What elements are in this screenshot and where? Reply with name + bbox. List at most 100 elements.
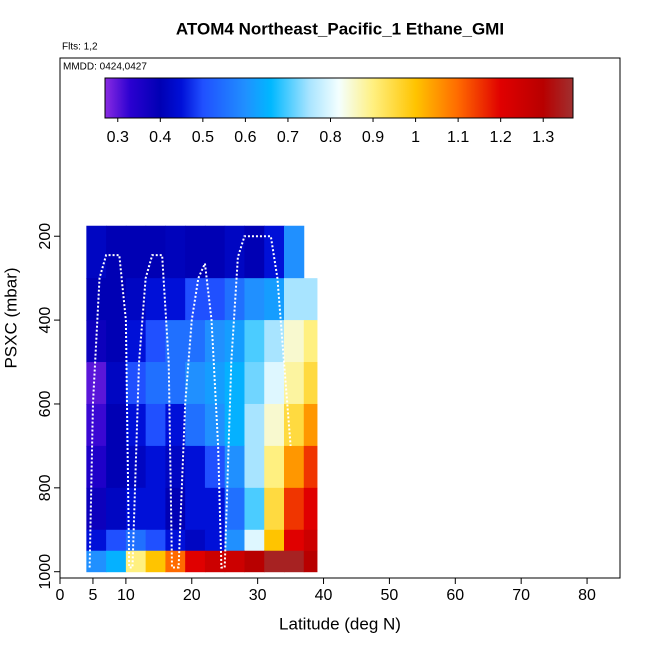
- y-axis-label: PSXC (mbar): [1, 267, 20, 368]
- heat-cell: [204, 487, 226, 531]
- heat-cell: [303, 362, 318, 405]
- heat-cell: [284, 487, 305, 531]
- colorbar-tick-label: 1.1: [447, 129, 469, 146]
- heat-cell: [303, 278, 318, 321]
- colorbar-tick-label: 1.2: [490, 129, 512, 146]
- heat-cell: [284, 403, 305, 447]
- heat-cell: [86, 403, 107, 447]
- colorbar-tick-label: 0.8: [319, 129, 341, 146]
- heat-cell: [125, 278, 147, 321]
- heat-cell: [284, 550, 305, 573]
- heat-cell: [145, 403, 166, 447]
- heat-cell: [165, 529, 186, 552]
- heat-cell: [145, 225, 166, 279]
- heat-cell: [125, 445, 147, 489]
- dates-label: MMDD: 0424,0427: [63, 62, 147, 73]
- heat-cell: [303, 320, 318, 363]
- heat-cell: [204, 225, 226, 279]
- heat-cell: [125, 225, 147, 279]
- heat-cell: [303, 445, 318, 489]
- x-tick-label: 60: [446, 587, 464, 604]
- heat-cell: [204, 445, 226, 489]
- heat-cell: [264, 225, 285, 279]
- heat-cell: [264, 529, 285, 552]
- heat-cell: [244, 278, 265, 321]
- heat-cell: [224, 445, 245, 489]
- heat-cell: [145, 278, 166, 321]
- y-tick-label: 400: [37, 307, 54, 334]
- heat-cell: [125, 362, 147, 405]
- x-tick-label: 70: [512, 587, 530, 604]
- heat-cell: [303, 550, 318, 573]
- heat-cell: [264, 362, 285, 405]
- heat-cell: [204, 529, 226, 552]
- heat-cell: [86, 487, 107, 531]
- heat-cell: [204, 403, 226, 447]
- heat-cell: [284, 225, 305, 279]
- heat-cell: [224, 487, 245, 531]
- heat-cell: [165, 320, 186, 363]
- heat-cell: [165, 362, 186, 405]
- heat-cell: [165, 278, 186, 321]
- heat-cell: [86, 278, 107, 321]
- heat-cell: [284, 529, 305, 552]
- colorbar-tick-label: 1.3: [532, 129, 554, 146]
- heat-cell: [264, 487, 285, 531]
- heat-cell: [204, 550, 226, 573]
- x-tick-label: 0: [56, 587, 65, 604]
- colorbar: [104, 77, 574, 119]
- heat-cell: [204, 278, 226, 321]
- heat-cell: [106, 362, 127, 405]
- heat-cell: [106, 529, 127, 552]
- y-tick-label: 200: [37, 223, 54, 250]
- y-tick-label: 600: [37, 391, 54, 418]
- colorbar-tick-label: 1: [411, 129, 420, 146]
- heat-cell: [185, 362, 206, 405]
- colorbar-tick-label: 0.9: [362, 129, 384, 146]
- heat-cell: [244, 487, 265, 531]
- heat-cell: [106, 487, 127, 531]
- heat-cell: [165, 550, 186, 573]
- chart-title: ATOM4 Northeast_Pacific_1 Ethane_GMI: [176, 19, 504, 38]
- x-tick-label: 50: [381, 587, 399, 604]
- heat-cell: [284, 278, 305, 321]
- heat-cell: [244, 225, 265, 279]
- heat-cell: [86, 529, 107, 552]
- heat-cell: [86, 550, 107, 573]
- heat-cell: [106, 225, 127, 279]
- heat-cell: [264, 278, 285, 321]
- x-tick-label: 80: [578, 587, 596, 604]
- heat-cell: [145, 550, 166, 573]
- heat-cell: [185, 225, 206, 279]
- heat-cell: [244, 445, 265, 489]
- colorbar-tick-label: 0.4: [149, 129, 171, 146]
- heat-cell: [165, 225, 186, 279]
- heat-cell: [185, 445, 206, 489]
- heat-cell: [185, 403, 206, 447]
- x-axis-label: Latitude (deg N): [279, 614, 401, 633]
- heat-cell: [125, 320, 147, 363]
- heat-cell: [244, 362, 265, 405]
- heat-cell: [145, 529, 166, 552]
- heat-cell: [185, 278, 206, 321]
- heat-cell: [86, 320, 107, 363]
- heat-cell: [244, 550, 265, 573]
- heat-cell: [284, 362, 305, 405]
- colorbar-tick-label: 0.3: [107, 129, 129, 146]
- heat-cell: [264, 403, 285, 447]
- x-tick-label: 30: [249, 587, 267, 604]
- flights-label: Flts: 1,2: [62, 42, 98, 53]
- heat-cell: [145, 362, 166, 405]
- heat-cell: [244, 529, 265, 552]
- heat-cell: [224, 225, 245, 279]
- x-tick-label: 5: [88, 587, 97, 604]
- heat-cell: [106, 320, 127, 363]
- heat-cell: [204, 320, 226, 363]
- x-tick-label: 20: [183, 587, 201, 604]
- heat-cell: [284, 445, 305, 489]
- heat-cell: [244, 403, 265, 447]
- heat-cell: [264, 320, 285, 363]
- heat-cell: [224, 529, 245, 552]
- heat-cell: [224, 320, 245, 363]
